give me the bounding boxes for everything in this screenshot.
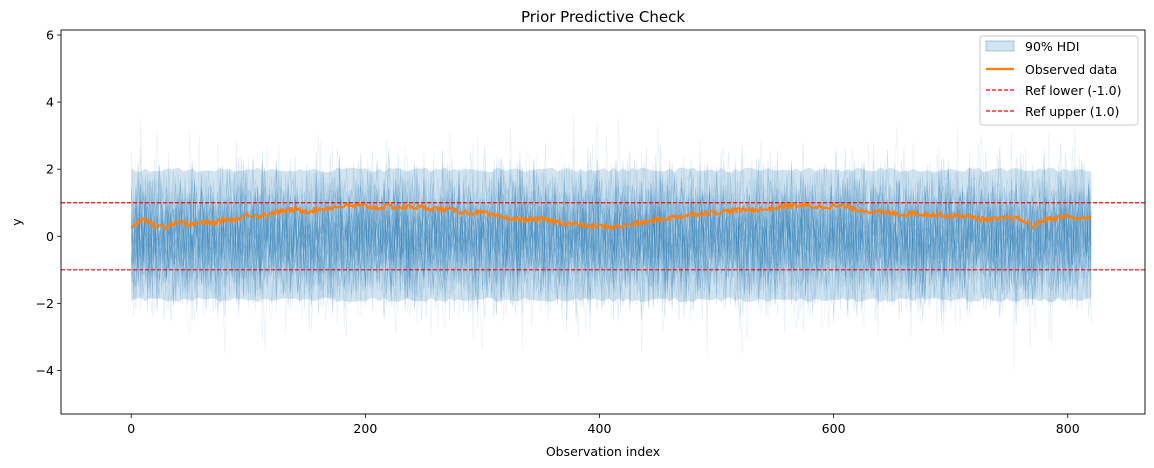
prior-draw-line	[130, 151, 1092, 316]
x-tick-label: 200	[353, 421, 377, 436]
x-tick-label: 0	[127, 421, 135, 436]
prior-draw-line	[130, 147, 1092, 322]
prior-draw-line	[130, 142, 1092, 331]
legend-hdi-swatch	[985, 40, 1015, 52]
prior-draw-line	[130, 144, 1092, 319]
hdi-band	[131, 167, 1092, 303]
legend-observed-label: Observed data	[1025, 62, 1117, 77]
x-tick-label: 400	[588, 421, 612, 436]
prior-draw-line	[130, 150, 1092, 311]
prior-draw-line	[130, 164, 1092, 315]
x-axis-label: Observation index	[546, 444, 660, 459]
prior-draw-line	[130, 160, 1092, 323]
prior-draw-line	[130, 147, 1092, 322]
prior-draw-line	[131, 147, 1092, 322]
prior-draw-line	[130, 158, 1092, 323]
prior-draw-line	[130, 158, 1092, 320]
plot-background	[61, 30, 1145, 414]
prior-draw-line	[130, 162, 1092, 319]
prior-draw-line	[130, 153, 1092, 306]
prior-draw-line	[130, 151, 1092, 320]
x-tick-label: 800	[1056, 421, 1080, 436]
y-axis: −4 −2 0 2 4 6	[36, 28, 61, 378]
y-tick-label: 0	[46, 229, 54, 244]
prior-draw-line	[130, 147, 1092, 316]
reference-lines	[61, 202, 1145, 271]
observed-data-line	[130, 202, 1092, 231]
prior-draw-line	[130, 157, 1092, 316]
legend-ref-lower-label: Ref lower (-1.0)	[1025, 83, 1121, 98]
prior-draw-line	[130, 156, 1092, 319]
y-tick-label: 4	[46, 95, 54, 110]
legend-frame	[979, 35, 1139, 126]
prior-draw-line	[130, 156, 1092, 319]
prior-draw-line	[130, 142, 1092, 310]
prior-draw-line	[130, 157, 1092, 310]
prior-draw-line	[130, 116, 1092, 356]
prior-draw-line	[130, 156, 1092, 319]
y-axis-label: y	[9, 218, 24, 226]
plot-area	[61, 116, 1145, 371]
y-tick-label: −4	[36, 363, 54, 378]
x-tick-label: 600	[822, 421, 846, 436]
prior-draw-line	[130, 151, 1092, 319]
prior-draw-line	[130, 150, 1092, 321]
prior-draw-line	[130, 142, 1092, 331]
y-tick-label: −2	[36, 296, 54, 311]
chart-title: Prior Predictive Check	[521, 8, 685, 26]
y-tick-label: 6	[46, 28, 54, 43]
prior-draws	[130, 116, 1092, 371]
hdi-band-layer	[131, 167, 1092, 303]
prior-draw-line	[131, 127, 1092, 351]
prior-draw-line	[130, 158, 1092, 323]
prior-draw-line	[130, 158, 1092, 317]
prior-draw-line	[130, 150, 1092, 321]
prior-draw-line	[130, 131, 1092, 354]
plot-frame	[60, 29, 1146, 415]
observed-layer	[130, 202, 1092, 231]
x-axis: 0 200 400 600 800	[127, 414, 1080, 436]
prior-draw-line	[130, 150, 1092, 315]
prior-draw-line	[130, 151, 1092, 311]
legend-ref-upper-label: Ref upper (1.0)	[1025, 104, 1119, 119]
prior-draw-line	[130, 150, 1092, 319]
legend-hdi-label: 90% HDI	[1025, 39, 1079, 54]
prior-draw-line	[130, 121, 1092, 354]
legend: 90% HDI Observed data Ref lower (-1.0) R…	[979, 35, 1139, 126]
prior-draw-line	[130, 118, 1092, 371]
prior-draw-line	[130, 150, 1092, 319]
y-tick-label: 2	[46, 162, 54, 177]
prior-draw-line	[130, 150, 1092, 321]
prior-draw-line	[130, 153, 1092, 306]
